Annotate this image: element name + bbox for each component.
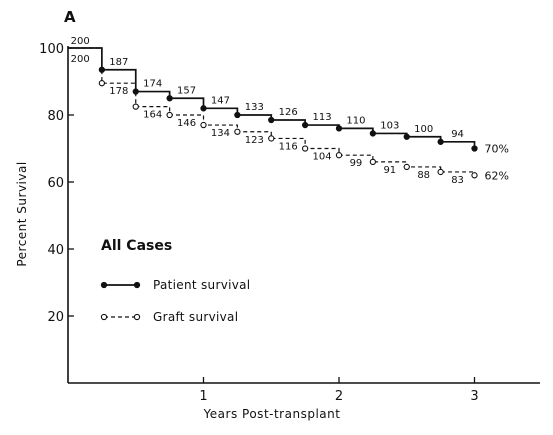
graft-at-risk-label: 104 — [313, 152, 332, 163]
patient-survival-point — [301, 121, 309, 129]
y-tick-label: 20 — [47, 310, 64, 325]
x-tick-label: 1 — [199, 389, 207, 404]
x-axis-title: Years Post-transplant — [203, 407, 341, 421]
graft-survival-point — [403, 163, 410, 171]
patient-survival-point — [200, 105, 207, 112]
legend-patient-marker — [100, 281, 108, 289]
patient-at-risk-label: 200 — [71, 36, 90, 47]
graft-survival-point — [234, 128, 241, 135]
y-tick-label: 80 — [47, 109, 64, 124]
graft-survival-point — [301, 145, 309, 152]
y-tick-label: 100 — [39, 42, 64, 57]
graft-at-risk-label: 83 — [451, 175, 464, 186]
patient-at-risk-label: 113 — [313, 112, 332, 123]
patient-at-risk-label: 157 — [177, 85, 196, 96]
patient-at-risk-label: 147 — [211, 95, 230, 106]
graft-end-label: 62% — [485, 169, 509, 182]
patient-at-risk-label: 133 — [245, 102, 264, 113]
graft-survival-point — [200, 121, 207, 129]
graft-survival-point — [98, 80, 106, 87]
graft-at-risk-label: 164 — [143, 110, 162, 121]
graft-survival-point — [268, 135, 275, 142]
patient-survival-point — [234, 111, 241, 119]
patient-survival-point — [335, 125, 343, 132]
graft-at-risk-label: 88 — [417, 170, 430, 181]
patient-end-label: 70% — [485, 143, 509, 156]
patient-at-risk-label: 94 — [451, 129, 464, 140]
graft-at-risk-label: 116 — [279, 141, 298, 152]
patient-at-risk-label: 174 — [143, 79, 162, 90]
at-risk-labels: 200 187 174 157 147 133 126 113 110 103 100 94 70% 20… — [71, 36, 509, 186]
graft-survival-point — [369, 158, 377, 166]
graft-at-risk-label: 91 — [383, 165, 396, 176]
legend: All Cases Patient survival Graft survival — [100, 238, 250, 324]
legend-title: All Cases — [101, 238, 172, 254]
legend-graft-marker — [100, 313, 108, 321]
patient-survival-point — [437, 138, 444, 145]
graft-at-risk-label: 146 — [177, 118, 196, 129]
y-axis-title: Percent Survival — [15, 161, 29, 266]
graft-survival-point — [471, 172, 478, 179]
graft-at-risk-label: 99 — [350, 158, 363, 169]
legend-graft-label: Graft survival — [153, 310, 238, 324]
x-tick-label: 3 — [470, 389, 478, 404]
x-tick-label: 2 — [335, 389, 343, 404]
panel-label: A — [64, 8, 76, 26]
patient-survival-point — [268, 116, 275, 124]
y-tick-label: 40 — [47, 243, 64, 258]
graft-at-risk-label: 134 — [211, 128, 230, 139]
series-layer — [68, 47, 478, 179]
graft-survival-point — [335, 152, 343, 159]
graft-survival-point — [166, 111, 173, 119]
patient-survival-point — [166, 95, 173, 102]
patient-at-risk-label: 187 — [109, 57, 128, 68]
legend-patient-marker — [133, 281, 141, 289]
patient-at-risk-label: 110 — [346, 115, 365, 126]
legend-patient-label: Patient survival — [153, 278, 250, 292]
patient-survival-point — [369, 130, 377, 137]
graft-at-risk-label: 178 — [109, 86, 128, 97]
graft-survival-point — [132, 103, 139, 110]
graft-survival-point — [437, 168, 444, 176]
graft-at-risk-label: 123 — [245, 135, 264, 146]
graft-at-risk-label: 200 — [71, 54, 90, 65]
patient-survival-point — [471, 145, 478, 152]
patient-at-risk-label: 100 — [414, 124, 433, 135]
patient-at-risk-label: 126 — [279, 107, 298, 118]
patient-survival-point — [403, 133, 410, 140]
patient-at-risk-label: 103 — [380, 120, 399, 131]
legend-graft-marker — [133, 313, 141, 321]
graft-survival-line — [68, 47, 476, 176]
y-tick-label: 60 — [47, 176, 64, 191]
